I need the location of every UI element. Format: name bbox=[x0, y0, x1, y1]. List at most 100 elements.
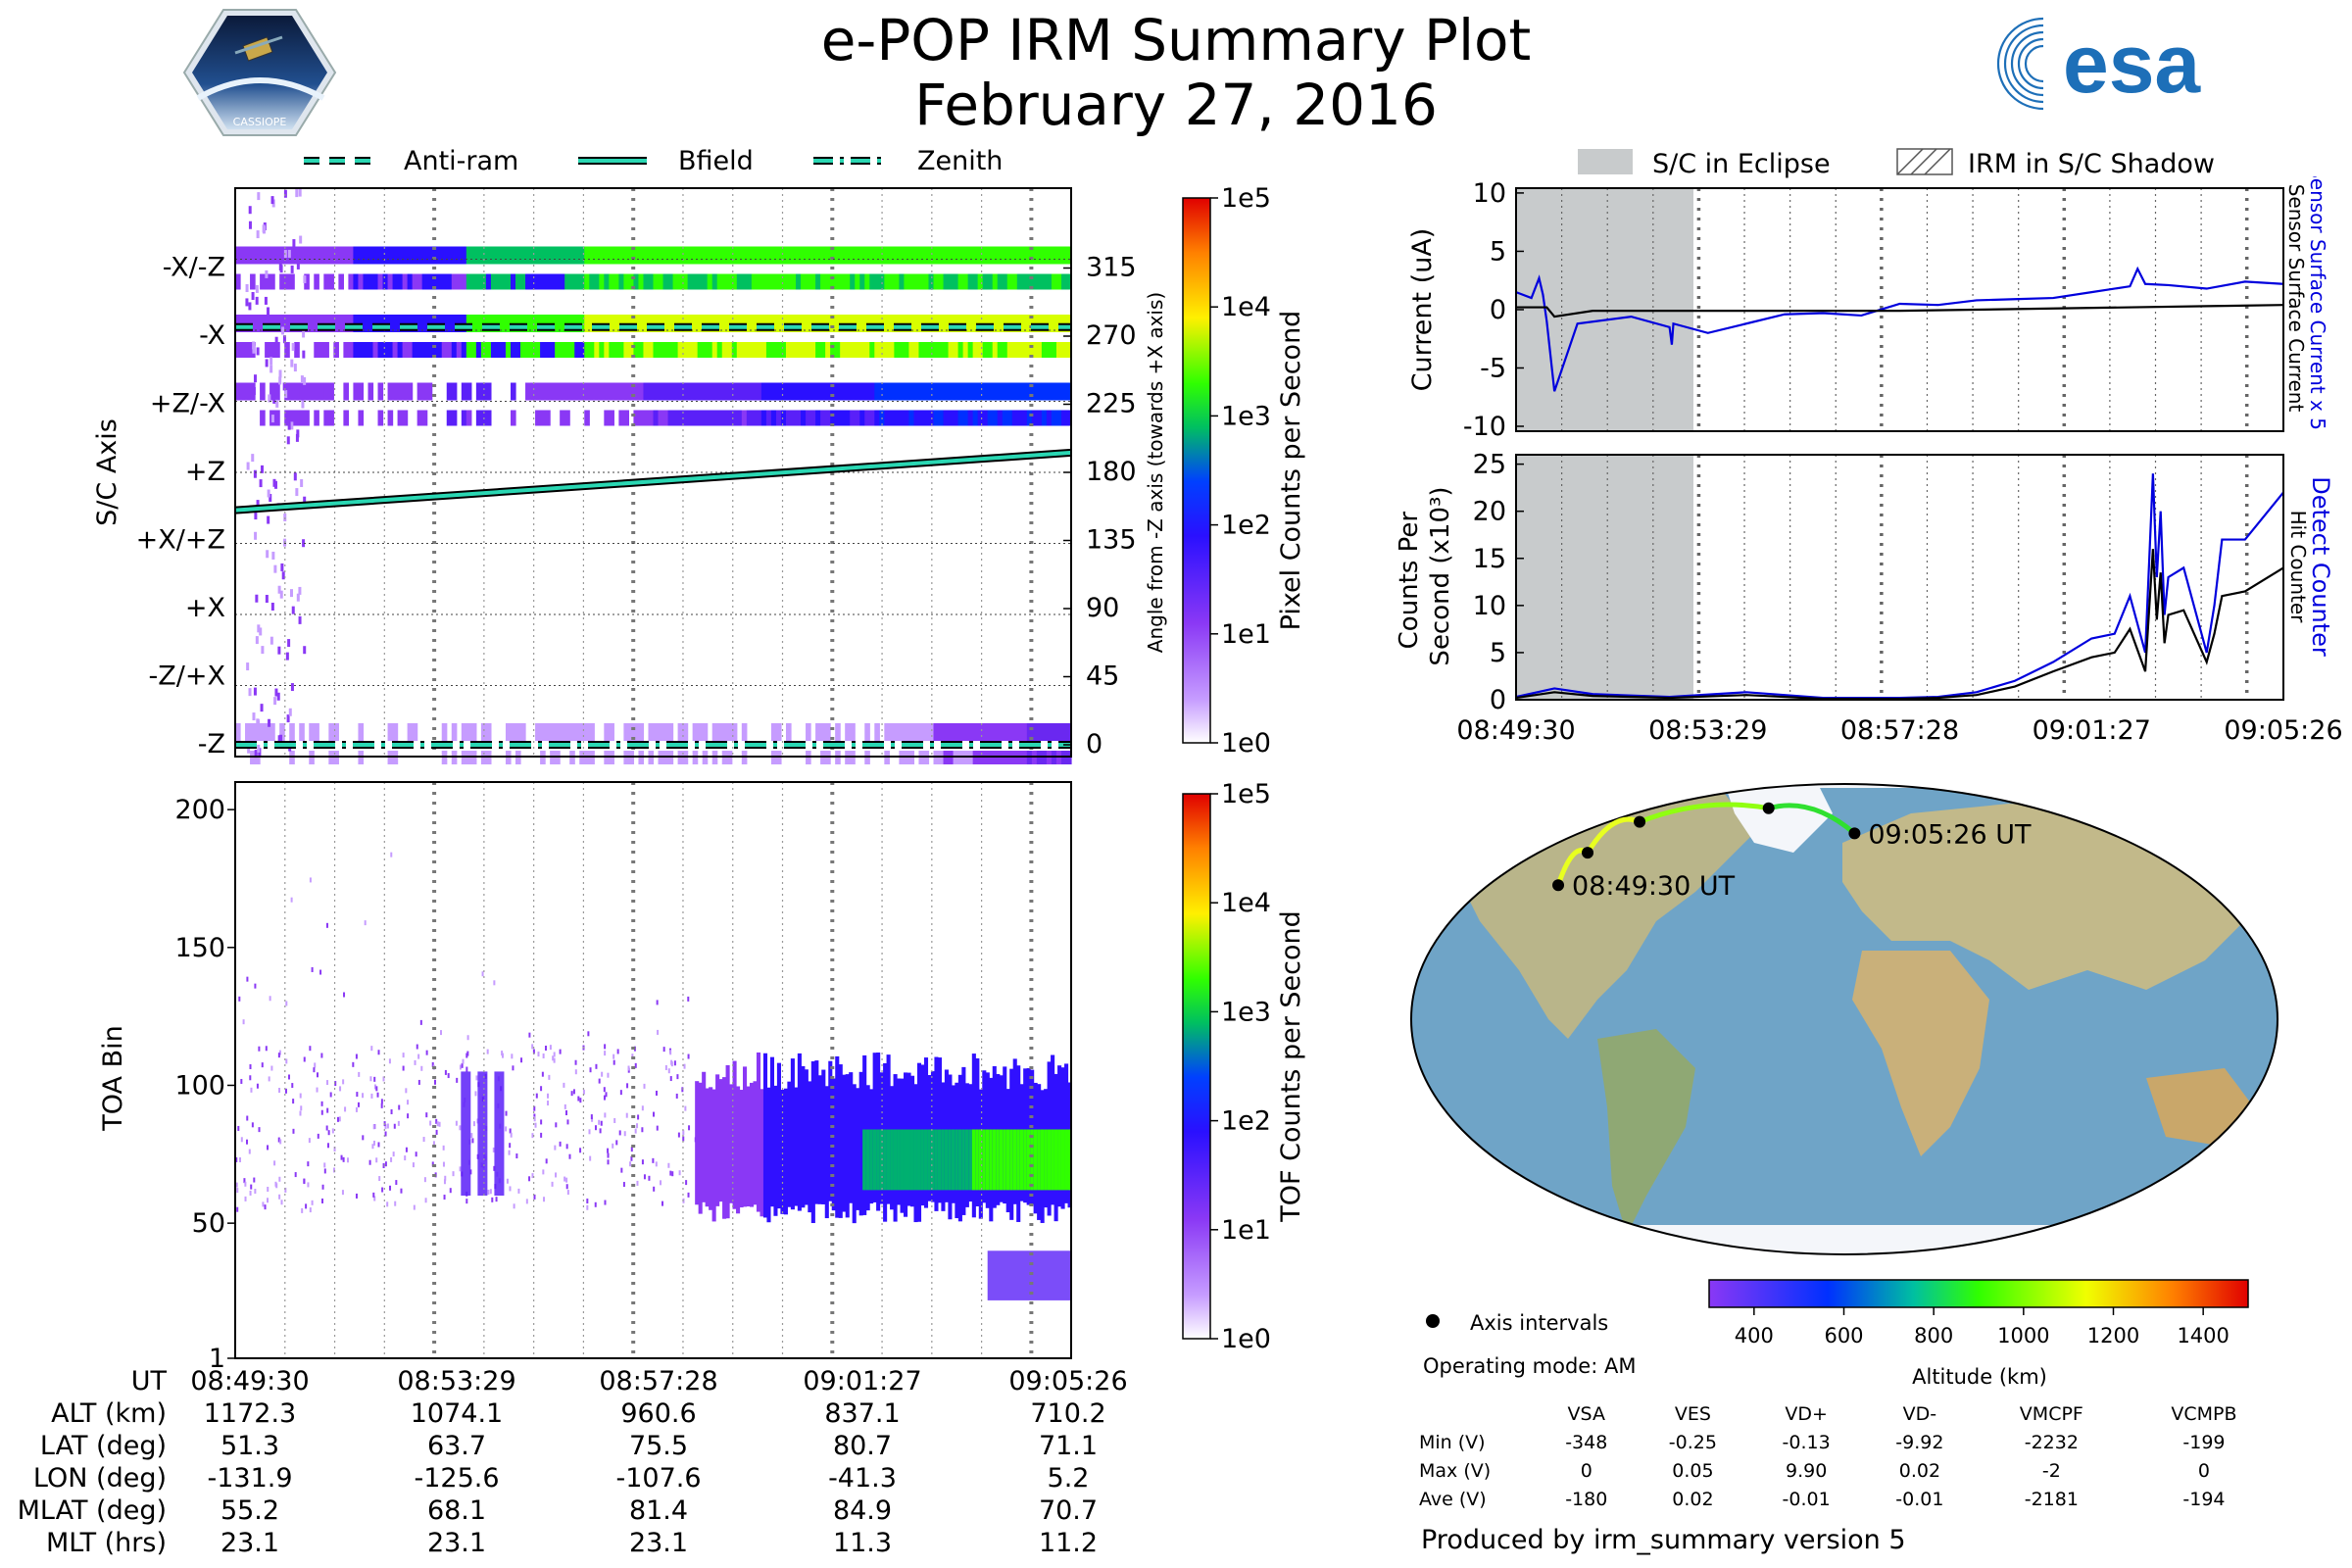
arctic-ice bbox=[1411, 784, 2278, 788]
ephemeris-cell: 23.1 bbox=[220, 1528, 280, 1558]
pixel-band-cell bbox=[466, 410, 472, 426]
counts-ytick-label: 20 bbox=[1473, 497, 1506, 527]
tof-band-cell bbox=[780, 1090, 785, 1214]
tof-speckle bbox=[372, 1124, 375, 1130]
counts-ytick-label: 0 bbox=[1490, 685, 1506, 715]
tof-speckle bbox=[249, 1063, 252, 1069]
tof-core-cell bbox=[872, 1129, 877, 1191]
pixel-band-cell bbox=[943, 410, 950, 426]
tof-speckle bbox=[347, 1157, 350, 1163]
pixel-band-cell bbox=[555, 723, 561, 741]
pixel-band-cell bbox=[333, 723, 339, 741]
pixel-band-cell bbox=[289, 723, 295, 741]
tof-speckle bbox=[678, 1170, 681, 1176]
tof-core-cell bbox=[923, 1129, 929, 1191]
pixel-band-cell bbox=[260, 273, 266, 290]
pixel-band-cell bbox=[1021, 342, 1028, 358]
pixel-band-cell bbox=[682, 273, 689, 290]
tof-core-cell bbox=[886, 1129, 891, 1191]
pixel-band-cell bbox=[653, 382, 660, 401]
pixel-band-cell bbox=[815, 723, 821, 741]
pixel-band-cell bbox=[402, 410, 409, 426]
pixel-band-cell bbox=[505, 315, 512, 332]
tof-core-cell bbox=[944, 1129, 949, 1191]
tof-speckle bbox=[388, 1058, 391, 1064]
pixel-band-cell bbox=[962, 410, 969, 426]
pixel-band-cell bbox=[397, 382, 404, 401]
pixel-band-cell bbox=[899, 723, 905, 741]
pixel-band-cell bbox=[796, 410, 802, 426]
tof-core-cell bbox=[890, 1129, 895, 1191]
pixel-speckle bbox=[294, 346, 298, 355]
pixel-band-cell bbox=[638, 246, 645, 265]
tof-speckle bbox=[520, 1057, 523, 1063]
pixel-band-cell bbox=[560, 723, 565, 741]
tof-band-cell bbox=[852, 1084, 857, 1224]
pixel-band-cell bbox=[270, 273, 275, 290]
counts-ytick-label: 25 bbox=[1473, 450, 1506, 480]
pixel-band-cell bbox=[908, 273, 915, 290]
plot-title: e-POP IRM Summary Plot bbox=[820, 7, 1532, 74]
pixel-speckle bbox=[287, 421, 291, 430]
pixel-speckle bbox=[288, 708, 292, 716]
pixel-band-cell bbox=[475, 246, 482, 265]
tof-speckle bbox=[461, 1062, 464, 1068]
pixel-band-cell bbox=[446, 382, 453, 401]
pixel-band-cell bbox=[677, 246, 684, 265]
pixel-band-cell bbox=[490, 273, 497, 290]
pixel-band-cell bbox=[289, 410, 295, 426]
pixel-band-cell bbox=[623, 246, 630, 265]
pixel-band-cell bbox=[790, 246, 797, 265]
pixel-band-cell bbox=[402, 342, 409, 358]
pixel-speckle bbox=[272, 395, 276, 404]
pixel-band-cell bbox=[260, 382, 266, 401]
pixel-band-cell bbox=[962, 273, 969, 290]
pixel-band-cell bbox=[1011, 410, 1018, 426]
tof-speckle bbox=[254, 983, 257, 989]
pixel-band-cell bbox=[672, 410, 679, 426]
tof-speckle bbox=[662, 1047, 665, 1053]
pixel-band-cell bbox=[265, 273, 270, 290]
pixel-band-cell bbox=[274, 382, 280, 401]
pixel-band-cell bbox=[402, 382, 409, 401]
tof-speckle bbox=[630, 1147, 633, 1152]
tof-speckle bbox=[355, 1193, 358, 1199]
pixel-band-cell bbox=[643, 246, 650, 265]
tof-speckle bbox=[669, 1076, 672, 1082]
tof-core-cell bbox=[989, 1129, 994, 1191]
pixel-band-cell bbox=[638, 382, 645, 401]
tof-speckle bbox=[566, 1190, 569, 1196]
pixel-band-cell bbox=[731, 723, 738, 741]
pixel-speckle bbox=[252, 387, 256, 396]
pixel-band-cell bbox=[638, 723, 645, 741]
pixel-band-cell bbox=[869, 410, 875, 426]
tof-speckle bbox=[246, 976, 249, 982]
pixel-band-cell bbox=[289, 273, 295, 290]
pixel-band-cell bbox=[889, 273, 895, 290]
pixel-band-cell bbox=[525, 273, 531, 290]
ephemeris-row-label: UT bbox=[130, 1366, 167, 1396]
pixel-band-cell bbox=[806, 410, 811, 426]
pixel-band-cell bbox=[830, 246, 836, 265]
pixel-band-cell bbox=[1046, 342, 1053, 358]
pixel-band-cell bbox=[299, 410, 305, 426]
pixel-band-cell bbox=[377, 410, 384, 426]
pixel-speckle bbox=[276, 692, 280, 701]
pixel-band-cell bbox=[736, 273, 743, 290]
tof-speckle bbox=[378, 1176, 381, 1182]
ephemeris-cell: 08:49:30 bbox=[190, 1366, 310, 1396]
tof-speckle bbox=[419, 1019, 422, 1025]
pixel-band-cell bbox=[451, 273, 458, 290]
tof-speckle bbox=[278, 1176, 281, 1182]
pixel-band-cell bbox=[830, 273, 836, 290]
pixel-band-cell bbox=[746, 342, 753, 358]
pixel-band-cell bbox=[431, 273, 438, 290]
pixel-band-cell bbox=[304, 246, 310, 265]
pixel-band-cell bbox=[245, 382, 251, 401]
pixel-band-cell bbox=[775, 246, 782, 265]
pixel-band-cell bbox=[348, 342, 355, 358]
altitude-colorbar-ticks: 400 600 800 1000 1200 1400 bbox=[1735, 1307, 2230, 1348]
pixel-speckle bbox=[300, 732, 304, 741]
pixel-band-cell bbox=[1026, 342, 1033, 358]
